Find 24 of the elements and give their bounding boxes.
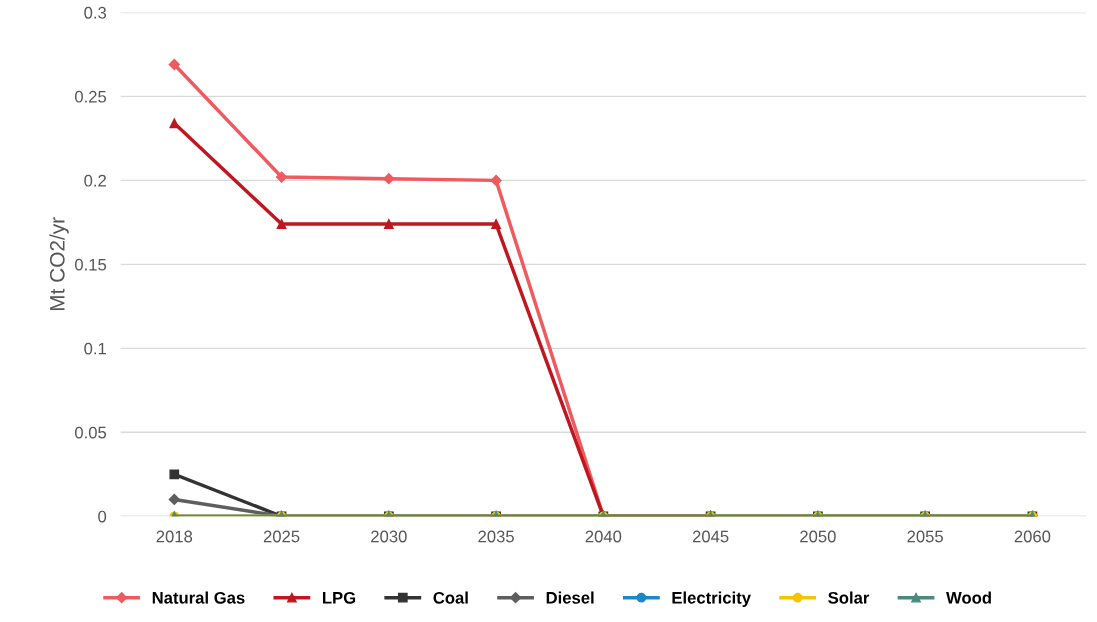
y-tick-label: 0: [98, 510, 107, 523]
x-tick-label: 2055: [907, 530, 943, 543]
y-tick-label: 0.2: [84, 174, 106, 187]
legend-label: Natural Gas: [152, 591, 245, 604]
legend-label: Coal: [433, 591, 468, 604]
y-tick-label: 0.25: [75, 90, 107, 103]
x-tick-label: 2060: [1014, 530, 1051, 543]
x-tick-label: 2025: [263, 530, 300, 543]
y-tick-label: 0.1: [84, 342, 106, 355]
x-tick-label: 2045: [692, 530, 729, 543]
legend-label: Solar: [828, 591, 870, 604]
y-axis-title: Mt CO2/yr: [49, 217, 69, 311]
legend-label: LPG: [322, 591, 356, 604]
x-tick-label: 2018: [156, 530, 193, 543]
x-tick-label: 2040: [585, 530, 622, 543]
y-tick-label: 0.15: [75, 258, 107, 271]
legend-label: Diesel: [546, 591, 594, 604]
legend-label: Wood: [946, 591, 991, 604]
x-tick-label: 2035: [478, 530, 514, 543]
x-tick-label: 2050: [800, 530, 836, 543]
x-tick-label: 2030: [371, 530, 407, 543]
y-tick-label: 0.3: [84, 6, 107, 19]
legend-label: Electricity: [672, 591, 751, 607]
y-tick-label: 0.05: [75, 426, 107, 439]
